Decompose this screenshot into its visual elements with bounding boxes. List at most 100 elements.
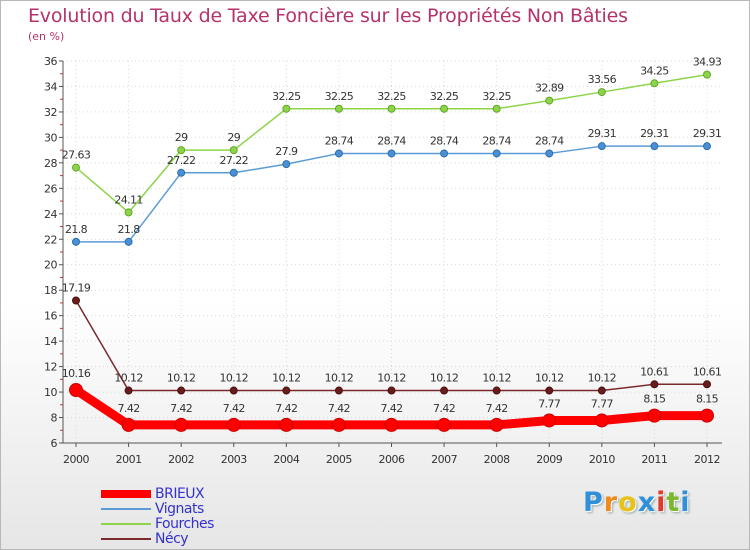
data-point-necy (229, 386, 238, 395)
data-label-vignats: 28.74 (482, 134, 511, 147)
data-label-fourches: 33.56 (588, 73, 617, 86)
data-point-necy (545, 386, 554, 395)
data-point-brieux (279, 417, 294, 432)
data-point-brieux (69, 383, 83, 398)
legend-label-vignats: Vignats (155, 501, 204, 517)
legend-label-fourches: Fourches (155, 516, 214, 532)
data-label-fourches: 27.63 (62, 149, 91, 162)
data-label-vignats: 29.31 (693, 127, 722, 140)
data-point-necy (334, 386, 343, 395)
y-tick-label: 28 (44, 157, 57, 170)
data-label-brieux: 7.42 (275, 402, 297, 415)
data-label-brieux: 7.42 (380, 402, 402, 415)
y-tick-label: 20 (44, 259, 57, 272)
data-label-fourches: 29 (175, 131, 188, 144)
data-point-fourches (387, 104, 396, 113)
data-point-brieux (121, 417, 136, 432)
data-label-vignats: 27.22 (167, 154, 196, 167)
data-point-brieux (594, 413, 609, 428)
data-point-brieux (647, 408, 662, 423)
x-tick-label: 2003 (221, 453, 247, 466)
data-point-brieux (226, 417, 241, 432)
data-label-brieux: 8.15 (696, 393, 719, 406)
data-point-vignats (177, 168, 186, 177)
data-label-vignats: 28.74 (325, 134, 354, 147)
x-tick-label: 2009 (536, 453, 562, 466)
data-point-necy (597, 386, 606, 395)
data-point-vignats (492, 149, 501, 158)
data-label-brieux: 7.77 (591, 397, 614, 410)
data-point-fourches (703, 70, 711, 79)
data-point-fourches (282, 104, 291, 113)
data-label-necy: 10.12 (325, 372, 354, 385)
y-tick-label: 6 (51, 437, 58, 450)
y-tick-label: 10 (44, 386, 57, 399)
data-point-brieux (489, 417, 504, 432)
x-tick-label: 2002 (168, 453, 194, 466)
data-label-brieux: 7.42 (223, 402, 245, 415)
data-point-fourches (492, 104, 501, 113)
logo-letter: x (637, 487, 657, 518)
data-label-vignats: 28.74 (430, 134, 459, 147)
y-axis-unit: (en %) (28, 30, 65, 43)
data-label-necy: 10.12 (114, 372, 143, 385)
data-label-fourches: 34.93 (693, 56, 722, 69)
data-label-fourches: 32.89 (535, 82, 564, 95)
data-label-fourches: 32.25 (272, 90, 301, 103)
y-tick-label: 32 (44, 106, 57, 119)
y-tick-label: 30 (44, 131, 57, 144)
data-point-vignats (229, 168, 238, 177)
data-label-fourches: 34.25 (640, 64, 669, 77)
data-point-brieux (437, 417, 452, 432)
legend-swatch-fourches (101, 523, 151, 525)
data-point-vignats (597, 142, 606, 151)
data-point-vignats (703, 142, 711, 151)
data-point-necy (124, 386, 133, 395)
y-tick-label: 22 (44, 233, 57, 246)
data-point-fourches (545, 96, 554, 105)
data-point-necy (72, 296, 80, 305)
data-label-vignats: 21.8 (118, 223, 141, 236)
data-point-necy (440, 386, 449, 395)
x-tick-label: 2011 (641, 453, 667, 466)
data-point-vignats (440, 149, 449, 158)
x-tick-label: 2012 (694, 453, 720, 466)
legend-swatch-vignats (101, 508, 151, 510)
logo-letter: r (603, 487, 619, 518)
y-tick-label: 16 (44, 310, 57, 323)
data-point-fourches (177, 146, 186, 155)
data-label-brieux: 7.42 (486, 402, 508, 415)
data-label-fourches: 32.25 (482, 90, 511, 103)
y-tick-label: 12 (44, 361, 57, 374)
data-label-necy: 10.61 (693, 365, 722, 378)
data-label-fourches: 24.11 (114, 193, 143, 206)
data-point-brieux (542, 413, 557, 428)
proxiti-logo: Proxiti (583, 487, 691, 518)
y-tick-label: 14 (44, 335, 57, 348)
x-tick-label: 2000 (63, 453, 89, 466)
data-point-vignats (72, 237, 80, 246)
data-point-fourches (597, 88, 606, 97)
legend-label-brieux: BRIEUX (155, 486, 205, 502)
data-label-necy: 10.12 (272, 372, 301, 385)
data-label-necy: 10.12 (588, 372, 617, 385)
logo-letter: i (680, 487, 691, 518)
data-label-brieux: 7.42 (433, 402, 455, 415)
data-point-fourches (72, 163, 80, 172)
x-tick-label: 2004 (273, 453, 299, 466)
data-label-brieux: 7.42 (328, 402, 350, 415)
y-tick-label: 24 (44, 208, 57, 221)
data-label-necy: 10.12 (535, 372, 564, 385)
data-label-vignats: 29.31 (640, 127, 669, 140)
data-label-fourches: 32.25 (430, 90, 459, 103)
data-label-necy: 10.12 (482, 372, 511, 385)
data-point-vignats (334, 149, 343, 158)
data-label-brieux: 8.15 (643, 393, 666, 406)
data-label-necy: 10.61 (640, 365, 669, 378)
data-label-vignats: 21.8 (65, 223, 88, 236)
data-point-necy (177, 386, 186, 395)
y-tick-label: 18 (44, 284, 57, 297)
data-point-necy (650, 380, 659, 389)
